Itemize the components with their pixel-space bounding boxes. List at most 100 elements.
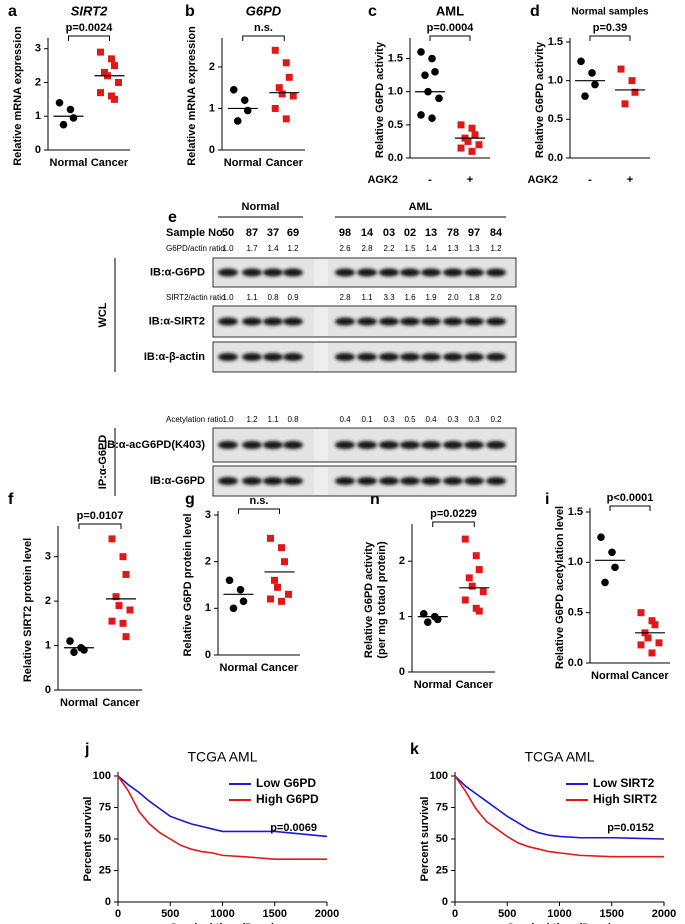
survival-curve bbox=[117, 775, 327, 860]
data-point bbox=[421, 71, 429, 79]
ratio-value: 1.1 bbox=[246, 293, 258, 302]
panel-label: k bbox=[410, 741, 419, 758]
x-tick-label: Normal bbox=[414, 679, 452, 691]
data-point bbox=[240, 96, 249, 104]
data-point bbox=[461, 535, 469, 543]
sample-number: 50 bbox=[222, 227, 234, 239]
ratio-value: 0.9 bbox=[287, 293, 299, 302]
panel-label: c bbox=[368, 3, 377, 20]
data-point bbox=[655, 639, 663, 647]
band bbox=[400, 477, 420, 485]
band bbox=[263, 268, 283, 277]
significance-bracket bbox=[432, 521, 475, 527]
p-value: n.s. bbox=[250, 495, 269, 507]
band bbox=[335, 441, 355, 449]
data-point bbox=[577, 57, 585, 66]
y-tick-label: 0 bbox=[205, 649, 211, 661]
ratio-value: 1.0 bbox=[222, 415, 234, 424]
data-point bbox=[423, 618, 432, 626]
x-tick-label: 1500 bbox=[263, 908, 287, 920]
ratio-value: 1.3 bbox=[468, 244, 480, 253]
band bbox=[283, 441, 303, 449]
band bbox=[400, 317, 420, 326]
sample-number: 98 bbox=[339, 227, 351, 239]
band bbox=[357, 317, 377, 326]
p-value: p<0.0001 bbox=[607, 492, 654, 504]
band bbox=[379, 441, 399, 449]
panel-label: d bbox=[530, 3, 540, 20]
band bbox=[379, 268, 399, 277]
band bbox=[242, 441, 262, 449]
data-point bbox=[66, 637, 74, 645]
sample-number: 78 bbox=[447, 227, 459, 239]
section-label: IP:α-G6PD bbox=[97, 435, 109, 489]
significance-bracket bbox=[589, 35, 631, 41]
sample-number: 02 bbox=[404, 227, 416, 239]
data-point bbox=[271, 104, 279, 112]
panel-label: g bbox=[185, 491, 195, 508]
data-point bbox=[97, 48, 104, 56]
ratio-value: 1.3 bbox=[447, 244, 459, 253]
ratio-value: 1.8 bbox=[468, 293, 480, 302]
band bbox=[421, 441, 441, 449]
x-tick-label: Cancer bbox=[266, 157, 304, 169]
band bbox=[486, 353, 506, 361]
data-point bbox=[417, 111, 425, 119]
ratio-value: 1.6 bbox=[404, 293, 416, 302]
data-point bbox=[225, 576, 234, 585]
data-point bbox=[119, 619, 127, 627]
y-axis-label: Percent survival bbox=[419, 797, 431, 882]
significance-bracket bbox=[238, 508, 280, 514]
ratio-value: 0.3 bbox=[468, 415, 480, 424]
data-point bbox=[648, 649, 656, 657]
ratio-value: 2.0 bbox=[447, 293, 459, 302]
sample-number: 84 bbox=[490, 227, 503, 239]
x-axis-label: AGK2 bbox=[527, 174, 558, 186]
x-tick-label: - bbox=[588, 174, 592, 186]
y-tick-label: 0 bbox=[35, 144, 41, 156]
data-point bbox=[591, 80, 599, 89]
legend-label: Low SIRT2 bbox=[593, 776, 655, 790]
y-tick-label: 1.5 bbox=[568, 506, 583, 518]
y-axis-label: Relative SIRT2 protein level bbox=[22, 538, 34, 682]
y-axis-label: Percent survival bbox=[82, 797, 94, 882]
band bbox=[335, 268, 355, 277]
y-tick-label: 2 bbox=[399, 555, 405, 567]
chart-title: SIRT2 bbox=[71, 3, 108, 18]
data-point bbox=[601, 578, 609, 587]
band bbox=[283, 353, 303, 361]
band bbox=[357, 477, 377, 485]
ratio-value: 0.2 bbox=[490, 415, 502, 424]
band bbox=[283, 477, 303, 485]
data-point bbox=[289, 92, 297, 100]
band bbox=[283, 317, 303, 326]
band bbox=[283, 268, 303, 277]
ratio-value: 1.9 bbox=[425, 293, 437, 302]
p-value: p=0.0229 bbox=[430, 508, 477, 520]
p-value: p=0.0024 bbox=[66, 22, 114, 34]
data-point bbox=[464, 137, 472, 145]
sample-number: 13 bbox=[425, 227, 437, 239]
data-point bbox=[468, 147, 476, 155]
data-point bbox=[236, 585, 245, 594]
x-tick-label: 1000 bbox=[210, 908, 234, 920]
ratio-value: 2.2 bbox=[383, 244, 395, 253]
data-point bbox=[267, 534, 274, 542]
data-point bbox=[97, 89, 104, 97]
panel-label: j bbox=[84, 741, 89, 758]
significance-bracket bbox=[78, 523, 122, 529]
ratio-value: 2.6 bbox=[339, 244, 351, 253]
x-tick-label: + bbox=[627, 174, 633, 186]
ratio-value: 0.1 bbox=[361, 415, 373, 424]
band bbox=[335, 477, 355, 485]
sample-label: Sample No. bbox=[166, 227, 226, 239]
data-point bbox=[108, 55, 115, 63]
data-point bbox=[229, 604, 238, 613]
data-point bbox=[581, 92, 589, 100]
band bbox=[379, 353, 399, 361]
panel-label: i bbox=[545, 491, 549, 508]
y-tick-label: 0.5 bbox=[568, 607, 583, 619]
x-tick-label: Normal bbox=[60, 697, 98, 709]
chart-title: TCGA AML bbox=[524, 749, 594, 765]
y-tick-label: 3 bbox=[45, 551, 51, 563]
